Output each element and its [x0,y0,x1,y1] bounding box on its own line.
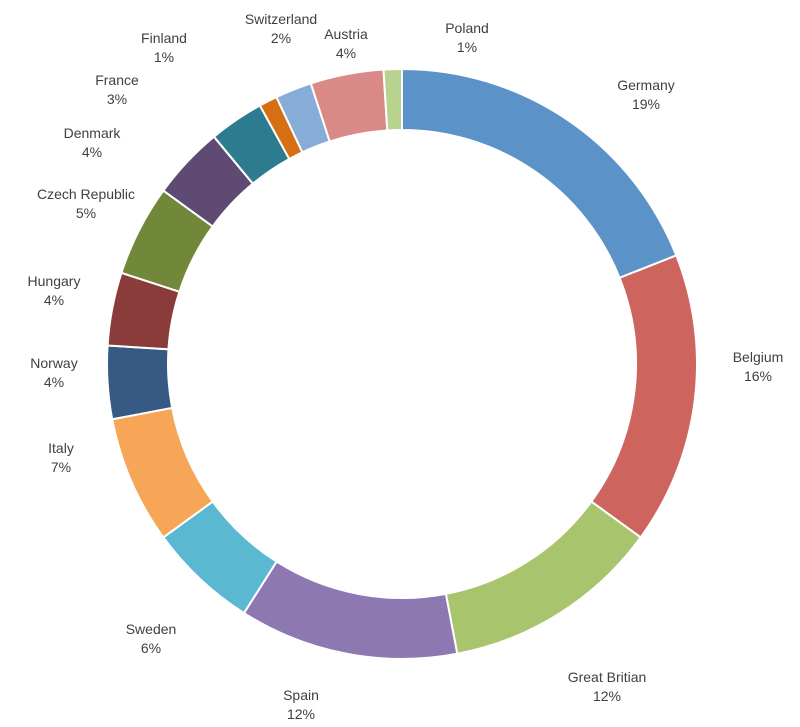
label-percent: 3% [107,91,127,107]
label-name: Sweden [126,621,177,637]
label-percent: 19% [632,96,660,112]
label-hungary: Hungary 4% [28,273,81,308]
label-percent: 1% [457,39,477,55]
label-name: Germany [617,77,675,93]
label-sweden: Sweden 6% [126,621,177,656]
label-percent: 12% [287,706,315,722]
slice-norway [106,344,174,421]
label-france: France 3% [95,72,139,107]
label-name: Czech Republic [37,186,135,202]
label-percent: 4% [44,292,64,308]
label-percent: 6% [141,640,161,656]
label-spain: Spain 12% [283,687,319,722]
label-name: Poland [445,20,489,36]
label-percent: 16% [744,368,772,384]
label-percent: 12% [593,688,621,704]
label-germany: Germany 19% [617,77,675,112]
slice-great-britian [444,500,643,655]
label-name: Great Britian [568,669,647,685]
label-percent: 4% [336,45,356,61]
label-italy: Italy 7% [48,440,74,475]
label-percent: 4% [82,144,102,160]
slice-poland [382,67,403,132]
label-finland: Finland 1% [141,30,187,65]
label-belgium: Belgium 16% [733,349,784,384]
label-switzerland: Switzerland 2% [245,11,317,46]
label-denmark: Denmark 4% [64,125,122,160]
label-percent: 7% [51,459,71,475]
label-name: Denmark [64,125,122,141]
label-name: Spain [283,687,319,703]
label-name: Italy [48,440,74,456]
slice-belgium [589,254,698,539]
label-percent: 1% [154,49,174,65]
label-poland: Poland 1% [445,20,489,55]
label-percent: 4% [44,374,64,390]
label-name: Switzerland [245,11,317,27]
label-name: Hungary [28,273,81,289]
label-czech-republic: Czech Republic 5% [37,186,135,221]
slice-labels: Germany 19%Belgium 16%Great Britian 12%Spai… [28,11,784,722]
label-austria: Austria 4% [324,26,368,61]
donut-slices [106,67,698,660]
label-norway: Norway 4% [30,355,77,390]
label-percent: 2% [271,30,291,46]
label-name: Finland [141,30,187,46]
label-name: Norway [30,355,77,371]
label-percent: 5% [76,205,96,221]
label-great-britian: Great Britian 12% [568,669,647,704]
label-name: Belgium [733,349,784,365]
label-name: France [95,72,139,88]
slice-spain [242,560,459,660]
label-name: Austria [324,26,368,42]
